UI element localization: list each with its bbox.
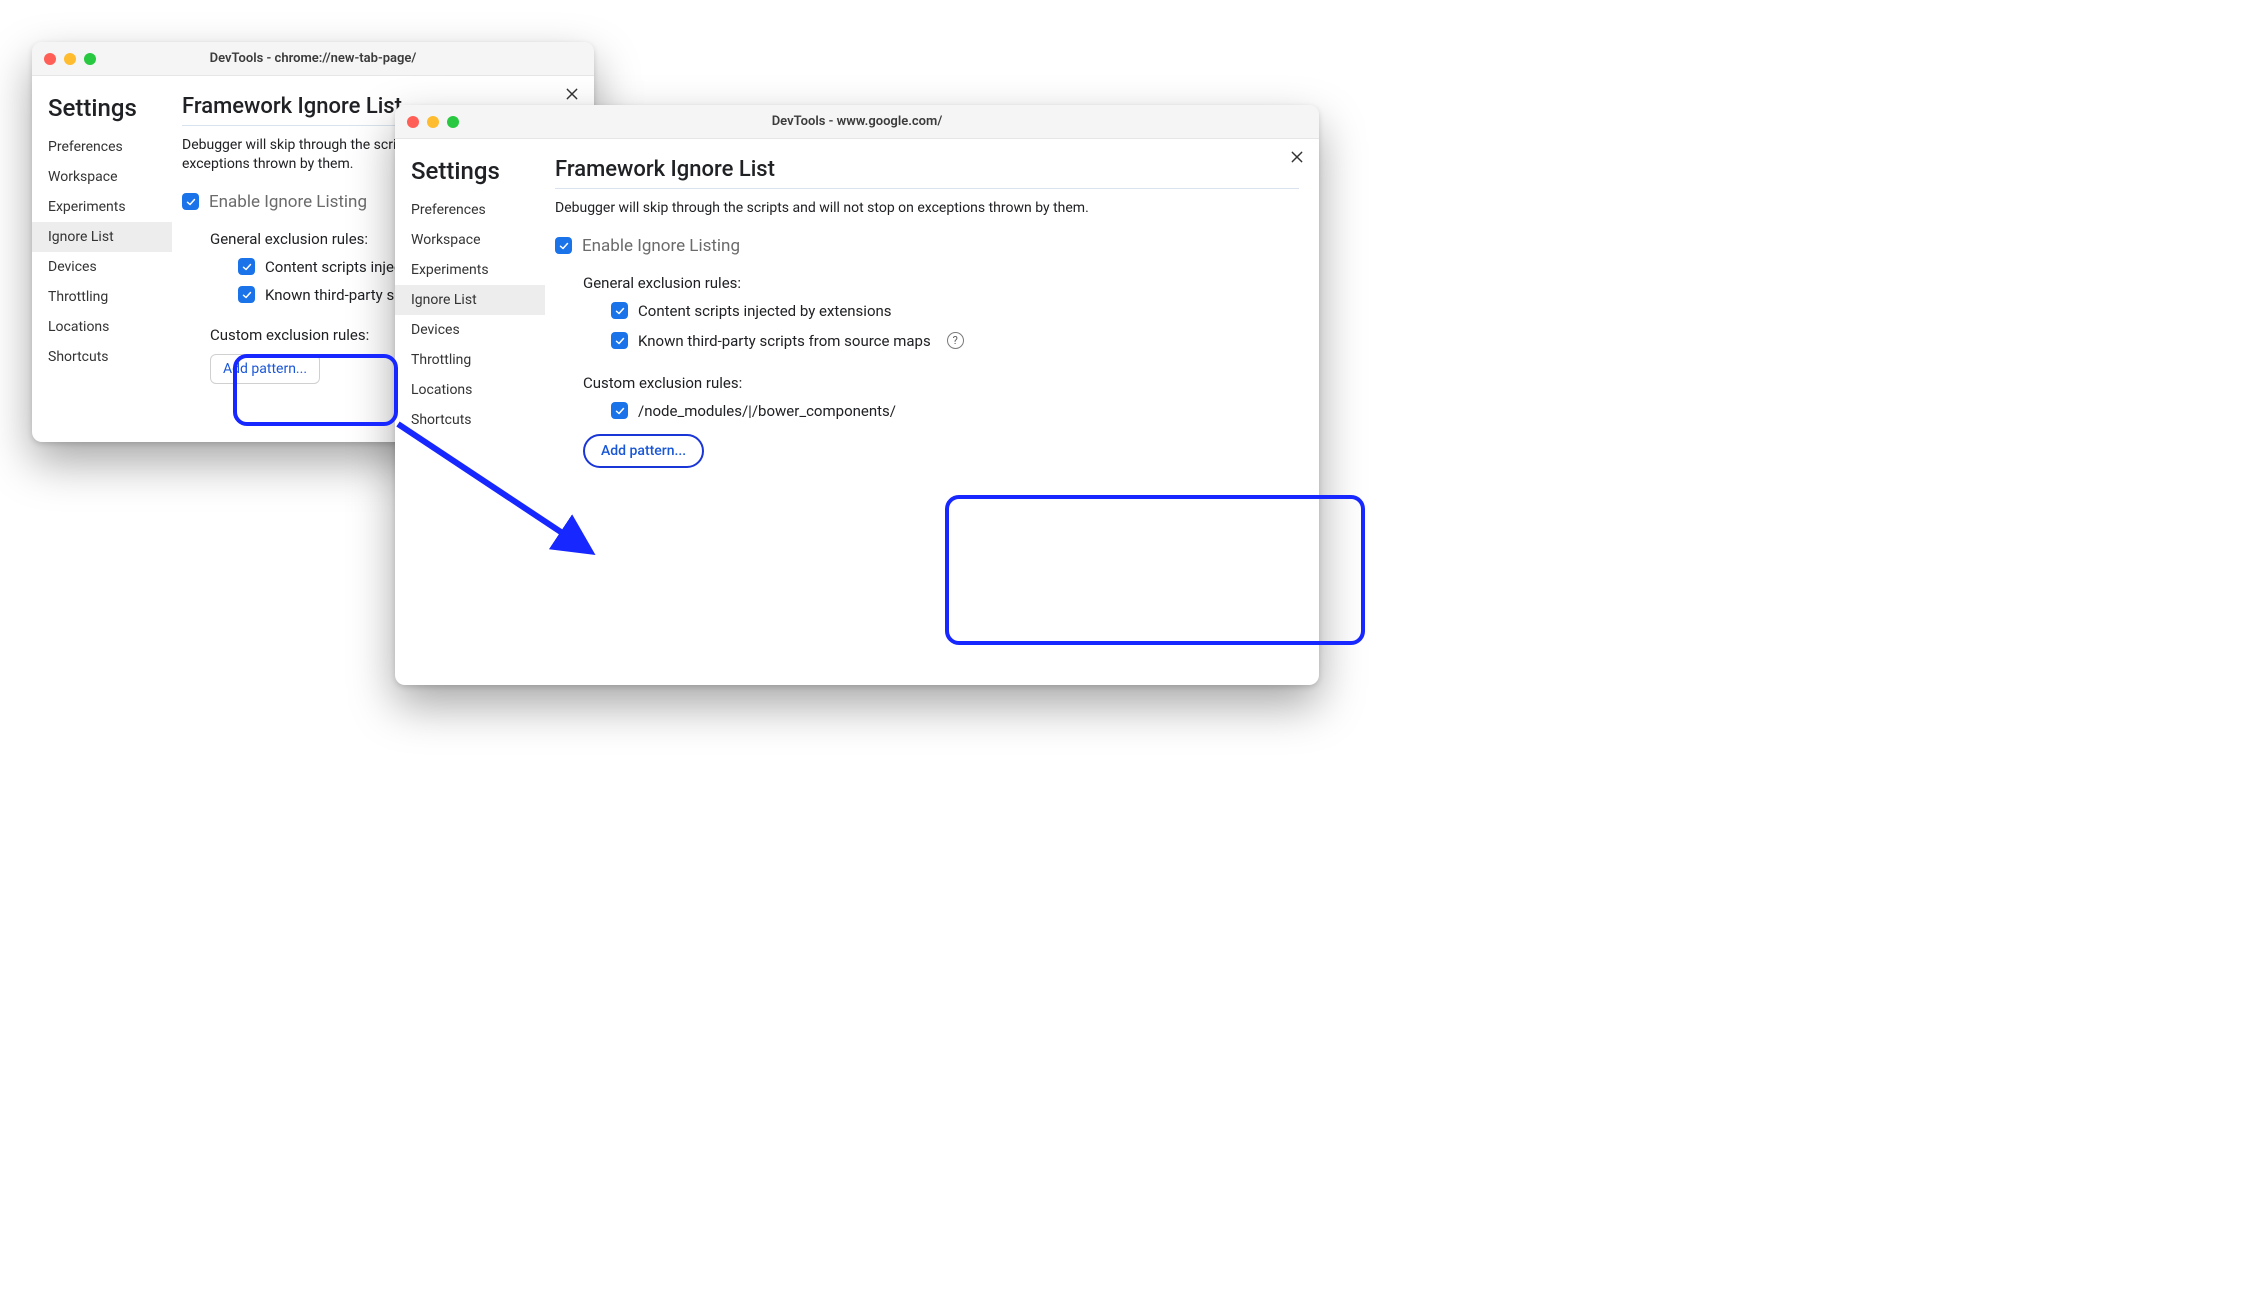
sidebar-item-devices[interactable]: Devices bbox=[395, 315, 545, 345]
sidebar-item-preferences[interactable]: Preferences bbox=[32, 132, 172, 162]
checkbox-icon[interactable] bbox=[611, 402, 628, 419]
sidebar-item-locations[interactable]: Locations bbox=[32, 312, 172, 342]
custom-pattern-row[interactable]: /node_modules/|/bower_components/ bbox=[611, 402, 1299, 420]
sidebar-item-locations[interactable]: Locations bbox=[395, 375, 545, 405]
add-pattern-button[interactable]: Add pattern... bbox=[583, 434, 704, 468]
window-close-icon[interactable] bbox=[407, 116, 419, 128]
general-exclusion-heading: General exclusion rules: bbox=[583, 274, 1299, 292]
settings-nav: PreferencesWorkspaceExperimentsIgnore Li… bbox=[395, 195, 545, 435]
titlebar: DevTools - www.google.com/ bbox=[395, 105, 1319, 139]
window-maximize-icon[interactable] bbox=[84, 53, 96, 65]
sidebar-item-shortcuts[interactable]: Shortcuts bbox=[32, 342, 172, 372]
rule-third-party-label: Known third-party scripts from source ma… bbox=[638, 332, 931, 350]
help-icon[interactable]: ? bbox=[947, 332, 964, 349]
sidebar-item-preferences[interactable]: Preferences bbox=[395, 195, 545, 225]
checkbox-icon[interactable] bbox=[238, 286, 255, 303]
window-minimize-icon[interactable] bbox=[427, 116, 439, 128]
checkbox-icon[interactable] bbox=[611, 332, 628, 349]
settings-heading: Settings bbox=[411, 157, 545, 185]
settings-heading: Settings bbox=[48, 94, 172, 122]
sidebar-item-throttling[interactable]: Throttling bbox=[395, 345, 545, 375]
add-pattern-button[interactable]: Add pattern... bbox=[210, 354, 320, 384]
settings-sidebar: Settings PreferencesWorkspaceExperiments… bbox=[395, 139, 545, 685]
enable-ignore-listing-label: Enable Ignore Listing bbox=[582, 236, 740, 256]
close-icon[interactable] bbox=[1285, 145, 1309, 169]
enable-ignore-listing-label: Enable Ignore Listing bbox=[209, 192, 367, 212]
sidebar-item-throttling[interactable]: Throttling bbox=[32, 282, 172, 312]
traffic-lights bbox=[32, 53, 96, 65]
sidebar-item-shortcuts[interactable]: Shortcuts bbox=[395, 405, 545, 435]
settings-nav: PreferencesWorkspaceExperimentsIgnore Li… bbox=[32, 132, 172, 372]
close-icon[interactable] bbox=[560, 82, 584, 106]
window-title: DevTools - www.google.com/ bbox=[395, 114, 1319, 129]
enable-ignore-listing-row[interactable]: Enable Ignore Listing bbox=[555, 236, 1299, 256]
sidebar-item-ignore-list[interactable]: Ignore List bbox=[32, 222, 172, 252]
checkbox-icon[interactable] bbox=[182, 193, 199, 210]
window-close-icon[interactable] bbox=[44, 53, 56, 65]
traffic-lights bbox=[395, 116, 459, 128]
window-minimize-icon[interactable] bbox=[64, 53, 76, 65]
window-title: DevTools - chrome://new-tab-page/ bbox=[32, 51, 594, 66]
content: Settings PreferencesWorkspaceExperiments… bbox=[395, 139, 1319, 685]
rule-content-scripts-label: Content scripts injected by extensions bbox=[638, 302, 892, 320]
page-description: Debugger will skip through the scripts a… bbox=[555, 199, 1299, 218]
devtools-window-2: DevTools - www.google.com/ Settings Pref… bbox=[395, 105, 1319, 685]
divider bbox=[555, 188, 1299, 189]
custom-pattern-label: /node_modules/|/bower_components/ bbox=[638, 402, 896, 420]
sidebar-item-experiments[interactable]: Experiments bbox=[395, 255, 545, 285]
window-maximize-icon[interactable] bbox=[447, 116, 459, 128]
checkbox-icon[interactable] bbox=[238, 258, 255, 275]
sidebar-item-workspace[interactable]: Workspace bbox=[395, 225, 545, 255]
checkbox-icon[interactable] bbox=[555, 237, 572, 254]
settings-sidebar: Settings PreferencesWorkspaceExperiments… bbox=[32, 76, 172, 442]
titlebar: DevTools - chrome://new-tab-page/ bbox=[32, 42, 594, 76]
add-pattern-row: Add pattern... bbox=[583, 434, 1299, 468]
sidebar-item-ignore-list[interactable]: Ignore List bbox=[395, 285, 545, 315]
custom-exclusion-heading: Custom exclusion rules: bbox=[583, 374, 1299, 392]
settings-main: Framework Ignore List Debugger will skip… bbox=[545, 139, 1319, 685]
checkbox-icon[interactable] bbox=[611, 302, 628, 319]
sidebar-item-workspace[interactable]: Workspace bbox=[32, 162, 172, 192]
rule-third-party-row[interactable]: Known third-party scripts from source ma… bbox=[611, 332, 1299, 350]
page-title: Framework Ignore List bbox=[555, 157, 1299, 182]
sidebar-item-experiments[interactable]: Experiments bbox=[32, 192, 172, 222]
rule-content-scripts-row[interactable]: Content scripts injected by extensions bbox=[611, 302, 1299, 320]
sidebar-item-devices[interactable]: Devices bbox=[32, 252, 172, 282]
